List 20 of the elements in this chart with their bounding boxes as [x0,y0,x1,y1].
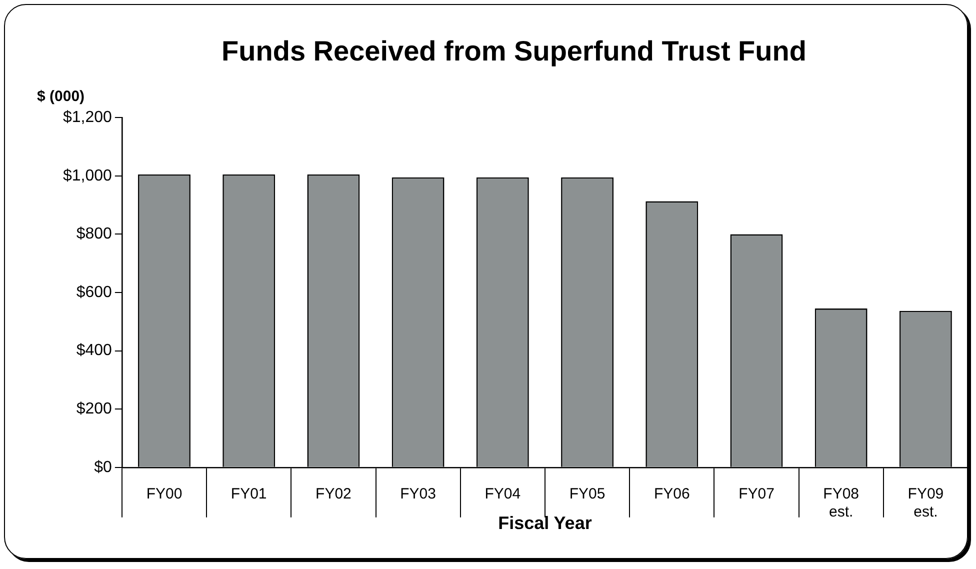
x-tick-label: FY06 [654,486,690,503]
y-tick-label: $600 [76,284,112,301]
x-tick-label: FY05 [569,486,606,503]
x-axis-title: Fiscal Year [498,513,592,534]
x-tick-label: FY03 [400,486,436,503]
y-axis-title: $ (000) [37,88,85,105]
y-tick-label: $400 [76,342,112,360]
x-tick-label: FY07 [738,486,774,503]
x-tick-label: FY00 [146,486,182,503]
y-tick-label: $0 [94,458,112,476]
x-tick-label: FY01 [230,486,267,503]
y-tick-label: $800 [76,226,112,243]
x-tick-label: FY04 [484,486,521,503]
chart-title: Funds Received from Superfund Trust Fund [222,36,806,67]
x-tick-label: FY08 est. [823,486,860,521]
y-tick-label: $200 [76,400,112,418]
y-tick-label: $1,200 [63,109,112,126]
x-tick-label: FY09 est. [908,486,944,521]
x-tick-label: FY02 [316,486,352,503]
y-tick-label: $1,000 [63,167,112,184]
